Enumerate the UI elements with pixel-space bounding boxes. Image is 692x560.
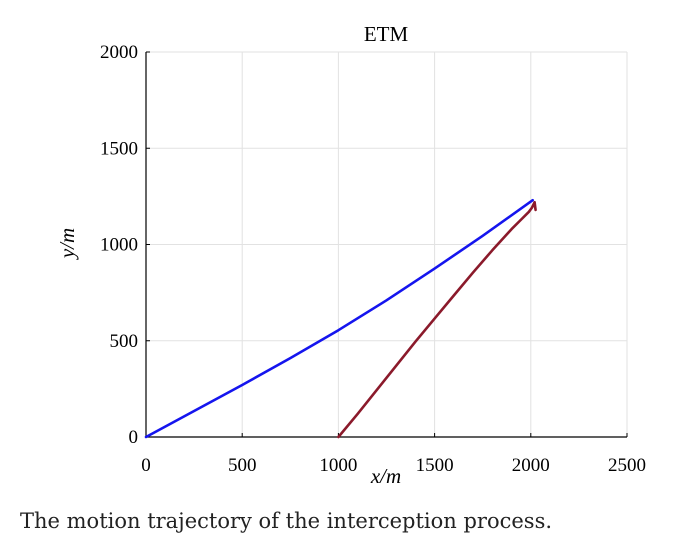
series-line-1 xyxy=(144,198,535,439)
x-tick-label: 1500 xyxy=(416,455,454,476)
series-lines xyxy=(144,198,537,439)
x-tick-label: 500 xyxy=(228,455,257,476)
series-line-2 xyxy=(337,200,537,439)
y-tick-label: 1000 xyxy=(100,235,138,256)
x-axis-label: x/m xyxy=(370,464,401,488)
y-tick-label: 2000 xyxy=(100,42,138,63)
y-tick-label: 0 xyxy=(129,427,139,448)
x-tick-label: 0 xyxy=(141,455,151,476)
x-tick-label: 1000 xyxy=(319,455,357,476)
tick-labels: 0 500 1000 1500 2000 2500 0 500 1000 1500 2000 xyxy=(100,42,646,476)
y-tick-label: 1500 xyxy=(100,138,138,159)
x-tick-label: 2000 xyxy=(512,455,550,476)
grid-lines xyxy=(146,51,628,437)
x-tick-label: 2500 xyxy=(608,455,646,476)
figure-caption: The motion trajectory of the interceptio… xyxy=(20,509,553,533)
trajectory-chart: 0 500 1000 1500 2000 2500 0 500 1000 1500 2000 ETM… xyxy=(55,22,646,488)
chart-title: ETM xyxy=(364,22,409,46)
y-tick-label: 500 xyxy=(110,331,139,352)
y-axis-label: y/m xyxy=(55,228,79,260)
